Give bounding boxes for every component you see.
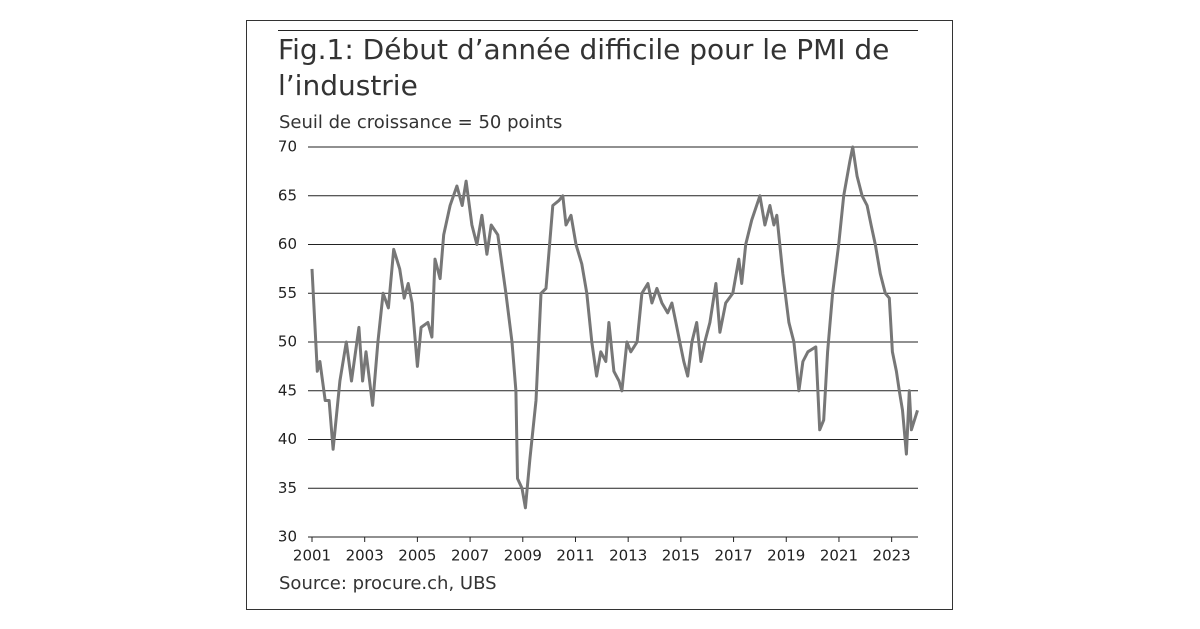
x-tick-label: 2009 bbox=[504, 547, 542, 565]
y-tick-label: 35 bbox=[278, 479, 297, 497]
source-note: Source: procure.ch, UBS bbox=[279, 573, 497, 594]
chart-subtitle: Seuil de croissance = 50 points bbox=[279, 112, 563, 133]
x-tick-label: 2007 bbox=[451, 547, 489, 565]
data-line bbox=[310, 145, 919, 510]
x-tick-label: 2023 bbox=[873, 547, 911, 565]
x-tick-label: 2013 bbox=[609, 547, 647, 565]
x-tick-label: 2003 bbox=[346, 547, 384, 565]
y-tick-label: 65 bbox=[278, 186, 297, 204]
x-tick-label: 2001 bbox=[293, 547, 331, 565]
x-tick-label: 2015 bbox=[662, 547, 700, 565]
y-tick-label: 40 bbox=[278, 430, 297, 448]
chart-title: Fig.1: Début d’année difficile pour le P… bbox=[278, 30, 918, 104]
x-tick-label: 2019 bbox=[767, 547, 805, 565]
x-tick-label: 2021 bbox=[820, 547, 858, 565]
y-tick-label: 60 bbox=[278, 235, 297, 253]
y-tick-label: 50 bbox=[278, 333, 297, 351]
frame bbox=[246, 20, 953, 610]
y-tick-label: 70 bbox=[278, 138, 297, 156]
y-tick-label: 30 bbox=[278, 528, 297, 546]
x-tick-label: 2005 bbox=[398, 547, 436, 565]
x-tick-label: 2011 bbox=[556, 547, 594, 565]
y-tick-label: 45 bbox=[278, 381, 297, 399]
y-tick-label: 55 bbox=[278, 284, 297, 302]
x-tick-label: 2017 bbox=[714, 547, 752, 565]
